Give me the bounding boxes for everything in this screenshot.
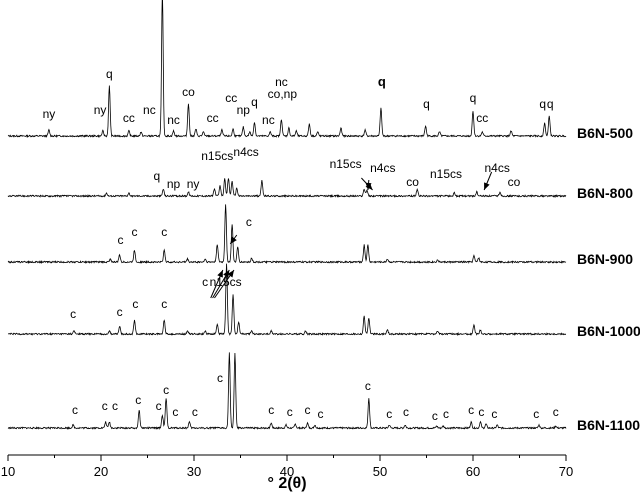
peak-label: n15cs bbox=[430, 167, 462, 181]
peak-label: c bbox=[72, 403, 78, 417]
arrow-head bbox=[227, 270, 234, 278]
peak-label: ny bbox=[187, 177, 200, 191]
peak-label: co bbox=[508, 175, 521, 189]
peak-label: n15cs bbox=[201, 149, 233, 163]
peak-label: co,np bbox=[268, 87, 298, 101]
x-tick-label: 70 bbox=[559, 464, 573, 479]
series-name-b6n-900: B6N-900 bbox=[577, 251, 633, 267]
peak-label: c bbox=[317, 407, 323, 421]
peak-label: c bbox=[217, 371, 223, 385]
peak-label: ny bbox=[94, 103, 107, 117]
peak-label: c bbox=[432, 409, 438, 423]
peak-label: c bbox=[468, 403, 474, 417]
peak-label: c bbox=[533, 407, 539, 421]
diffraction-series-layer bbox=[7, 0, 567, 430]
peak-label: nc bbox=[275, 75, 288, 89]
peak-label: n4cs bbox=[233, 145, 258, 159]
peak-label: c bbox=[163, 383, 169, 397]
peak-label: np bbox=[237, 103, 251, 117]
peak-label: c bbox=[117, 305, 123, 319]
series-name-layer: B6N-500 B6N-800 B6N-900 B6N-1000 B6N-1100 bbox=[577, 125, 640, 433]
peak-label: c bbox=[443, 407, 449, 421]
series-name-b6n-1100: B6N-1100 bbox=[577, 417, 640, 433]
x-axis-title: ° 2(θ) bbox=[267, 475, 306, 492]
peak-label: n4cs bbox=[370, 161, 395, 175]
peak-label: c bbox=[246, 215, 252, 229]
peak-label: c bbox=[161, 297, 167, 311]
peak-label: c bbox=[102, 399, 108, 413]
series-line-b6n-900 bbox=[7, 204, 567, 265]
peak-label: nc bbox=[143, 103, 156, 117]
peak-label: c bbox=[491, 407, 497, 421]
x-axis: 10 20 30 40 50 60 70 bbox=[1, 454, 573, 479]
peak-label: c bbox=[403, 405, 409, 419]
peak-label: q bbox=[547, 97, 554, 111]
peak-label: c bbox=[118, 233, 124, 247]
x-tick-label: 40 bbox=[280, 464, 294, 479]
peak-label: c bbox=[553, 405, 559, 419]
peak-label: ny bbox=[43, 107, 56, 121]
peak-label: c bbox=[202, 275, 208, 289]
peak-label: q bbox=[470, 91, 477, 105]
peak-label: c bbox=[365, 379, 371, 393]
peak-label: c bbox=[268, 403, 274, 417]
series-name-b6n-1000: B6N-1000 bbox=[577, 323, 640, 339]
peak-label: cc bbox=[123, 111, 135, 125]
arrow-head bbox=[223, 270, 230, 278]
peak-label: cc bbox=[207, 111, 219, 125]
x-tick-label: 30 bbox=[187, 464, 201, 479]
peak-label: n15cs bbox=[330, 157, 362, 171]
peak-label: c bbox=[304, 403, 310, 417]
peak-label: q bbox=[423, 97, 430, 111]
peak-label: cc bbox=[476, 111, 488, 125]
peak-label: c bbox=[135, 393, 141, 407]
series-line-b6n-800 bbox=[7, 178, 567, 199]
annotation-arrows-layer bbox=[210, 171, 493, 299]
peak-label: c bbox=[478, 405, 484, 419]
peak-label: q bbox=[153, 169, 160, 183]
peak-label: np bbox=[167, 177, 181, 191]
peak-label: q bbox=[251, 95, 258, 109]
peak-label: c bbox=[131, 225, 137, 239]
peak-label: c bbox=[112, 399, 118, 413]
peak-label: co bbox=[182, 85, 195, 99]
x-tick-label: 20 bbox=[94, 464, 108, 479]
x-tick-label: 60 bbox=[466, 464, 480, 479]
peak-label: nc bbox=[262, 113, 275, 127]
peak-label: co bbox=[406, 175, 419, 189]
peak-label: q bbox=[539, 97, 546, 111]
arrow-head bbox=[365, 182, 372, 190]
arrow-head bbox=[217, 270, 223, 278]
series-line-b6n-1000 bbox=[7, 263, 567, 337]
peak-label: c bbox=[161, 225, 167, 239]
series-line-b6n-1100 bbox=[7, 352, 567, 430]
peak-label: q bbox=[378, 74, 386, 89]
peak-label: c bbox=[172, 405, 178, 419]
peak-label: n4cs bbox=[485, 161, 510, 175]
peak-label: nc bbox=[167, 113, 180, 127]
arrow-head bbox=[484, 182, 490, 190]
peak-label: cc bbox=[225, 91, 237, 105]
peak-label: c bbox=[386, 407, 392, 421]
series-name-b6n-500: B6N-500 bbox=[577, 125, 633, 141]
x-tick-label: 10 bbox=[1, 464, 15, 479]
peak-label: c bbox=[287, 405, 293, 419]
peak-label: q bbox=[106, 67, 113, 81]
peak-label: c bbox=[192, 405, 198, 419]
series-name-b6n-800: B6N-800 bbox=[577, 185, 633, 201]
series-line-b6n-500 bbox=[7, 0, 567, 139]
arrow-head bbox=[230, 236, 237, 244]
peak-label: c bbox=[156, 399, 162, 413]
x-tick-label: 50 bbox=[373, 464, 387, 479]
peak-label: c bbox=[132, 297, 138, 311]
peak-label: c bbox=[70, 307, 76, 321]
